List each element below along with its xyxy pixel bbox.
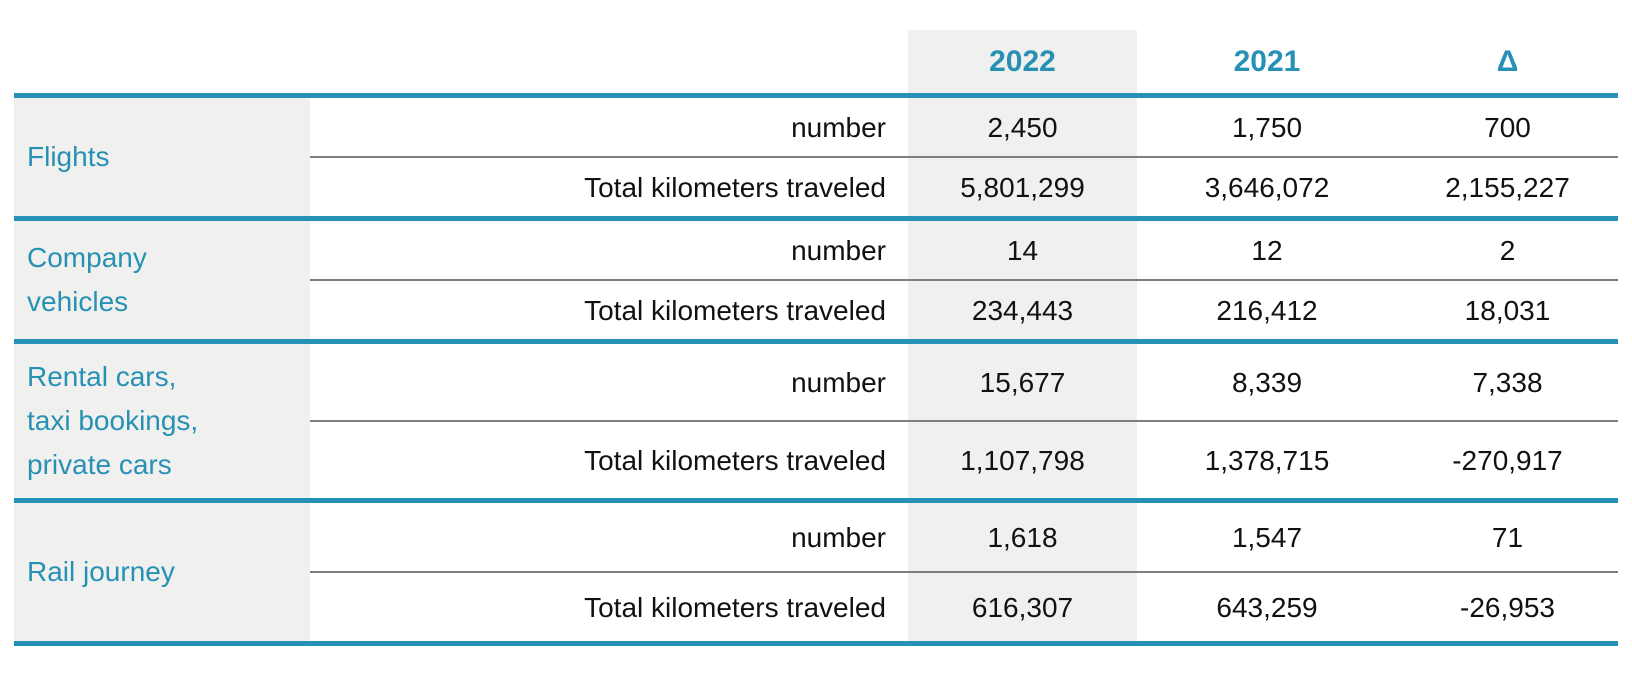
category-rail-journey: Rail journey: [14, 500, 310, 646]
value-2022: 15,677: [908, 341, 1137, 422]
table-row: Total kilometers traveled 234,443 216,41…: [14, 280, 1618, 344]
table-header-row: 2022 2021 Δ: [14, 30, 1618, 98]
header-spacer-category: [14, 30, 310, 98]
category-rental-cars: Rental cars, taxi bookings, private cars: [14, 341, 310, 503]
metric-label: number: [310, 218, 908, 281]
value-delta: -26,953: [1397, 572, 1618, 646]
table-row: Rail journey number 1,618 1,547 71: [14, 500, 1618, 646]
report-page: 2022 2021 Δ Flights number 2,450 1,750 7…: [0, 30, 1632, 683]
col-header-2021: 2021: [1137, 30, 1397, 98]
metric-label: Total kilometers traveled: [310, 157, 908, 221]
value-2021: 643,259: [1137, 572, 1397, 646]
table-row: Company vehicles number 14 12 2: [14, 218, 1618, 344]
value-delta: 700: [1397, 95, 1618, 158]
value-delta: 71: [1397, 500, 1618, 573]
value-2022: 5,801,299: [908, 157, 1137, 221]
value-delta: 2: [1397, 218, 1618, 281]
value-2021: 12: [1137, 218, 1397, 281]
value-delta: 7,338: [1397, 341, 1618, 422]
value-2021: 8,339: [1137, 341, 1397, 422]
value-2021: 3,646,072: [1137, 157, 1397, 221]
value-2021: 1,547: [1137, 500, 1397, 573]
metric-label: number: [310, 500, 908, 573]
col-header-2022: 2022: [908, 30, 1137, 98]
value-2022: 14: [908, 218, 1137, 281]
header-spacer-metric: [310, 30, 908, 98]
value-2021: 1,750: [1137, 95, 1397, 158]
metric-label: number: [310, 341, 908, 422]
metric-label: number: [310, 95, 908, 158]
table-row: Total kilometers traveled 5,801,299 3,64…: [14, 157, 1618, 221]
value-2022: 234,443: [908, 280, 1137, 344]
value-2022: 1,618: [908, 500, 1137, 573]
value-2021: 1,378,715: [1137, 421, 1397, 503]
table-row: Total kilometers traveled 616,307 643,25…: [14, 572, 1618, 646]
col-header-delta: Δ: [1397, 30, 1618, 98]
value-delta: 18,031: [1397, 280, 1618, 344]
value-delta: 2,155,227: [1397, 157, 1618, 221]
category-company-vehicles: Company vehicles: [14, 218, 310, 344]
table-row: Total kilometers traveled 1,107,798 1,37…: [14, 421, 1618, 503]
category-flights: Flights: [14, 95, 310, 221]
metric-label: Total kilometers traveled: [310, 280, 908, 344]
table-row: Flights number 2,450 1,750 700: [14, 95, 1618, 221]
metric-label: Total kilometers traveled: [310, 421, 908, 503]
travel-statistics-table: 2022 2021 Δ Flights number 2,450 1,750 7…: [14, 30, 1618, 646]
value-delta: -270,917: [1397, 421, 1618, 503]
value-2022: 616,307: [908, 572, 1137, 646]
value-2022: 1,107,798: [908, 421, 1137, 503]
table-row: Rental cars, taxi bookings, private cars…: [14, 341, 1618, 503]
value-2022: 2,450: [908, 95, 1137, 158]
value-2021: 216,412: [1137, 280, 1397, 344]
metric-label: Total kilometers traveled: [310, 572, 908, 646]
